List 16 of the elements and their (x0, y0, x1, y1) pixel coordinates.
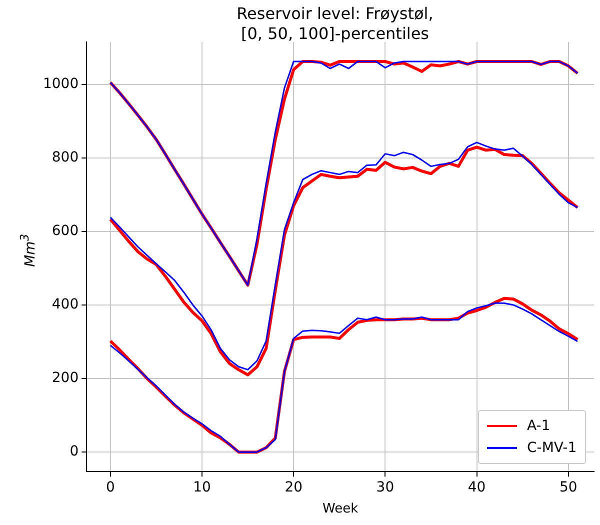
x-tick-label: 50 (559, 480, 578, 496)
y-tick-label: 0 (70, 444, 79, 460)
legend-label: C-MV-1 (527, 438, 577, 458)
y-tick-label: 600 (52, 223, 79, 240)
y-tick-label: 200 (52, 370, 79, 386)
chart-title: Reservoir level: Frøystøl, [0, 50, 100]-percentiles (236, 4, 434, 44)
x-tick-label: 0 (106, 480, 115, 496)
x-tick-label: 20 (284, 480, 303, 496)
y-tick-label: 800 (52, 150, 79, 166)
legend-label: A-1 (527, 416, 550, 436)
x-tick-label: 30 (376, 480, 394, 496)
x-axis-title: Week (322, 502, 359, 517)
y-tick-label: 400 (52, 296, 79, 313)
y-tick-label: 1000 (42, 76, 79, 92)
x-tick-label: 40 (468, 480, 486, 496)
x-tick-label: 10 (193, 480, 211, 496)
